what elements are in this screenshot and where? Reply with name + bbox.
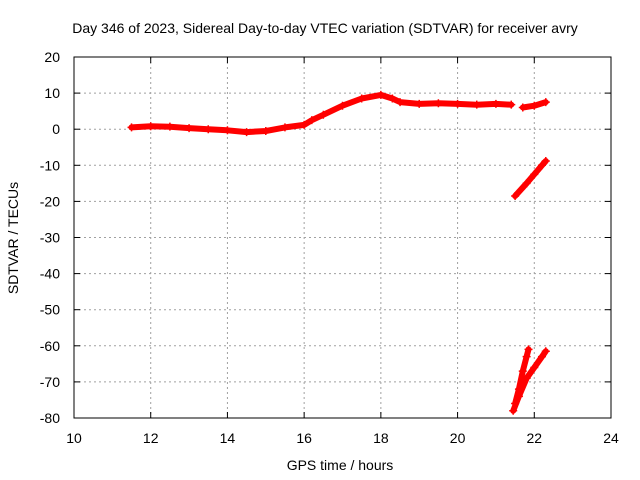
data-point [530, 363, 539, 372]
y-tick-label: -50 [40, 302, 60, 318]
data-point [518, 103, 527, 112]
data-point [165, 122, 174, 131]
data-point [146, 122, 155, 131]
data-point [511, 191, 520, 200]
y-axis-label: SDTVAR / TECUs [5, 182, 21, 294]
data-point [307, 116, 316, 125]
data-point [530, 170, 539, 179]
data-point [491, 99, 500, 108]
x-tick-label: 18 [373, 430, 389, 446]
data-point [537, 352, 546, 361]
y-tick-label: -70 [40, 374, 60, 390]
x-tick-label: 24 [603, 430, 619, 446]
data-point [541, 98, 550, 107]
series-late-arc-b [512, 158, 549, 199]
data-point [204, 125, 213, 134]
data-point [524, 345, 533, 354]
x-tick-label: 16 [296, 430, 312, 446]
data-point [280, 123, 289, 132]
y-tick-label: -40 [40, 266, 60, 282]
x-tick-label: 12 [143, 430, 159, 446]
data-point [541, 156, 550, 165]
data-point [376, 90, 385, 99]
data-point [185, 124, 194, 133]
x-tick-label: 10 [66, 430, 82, 446]
data-point [453, 99, 462, 108]
y-tick-label: -60 [40, 338, 60, 354]
x-tick-label: 22 [526, 430, 542, 446]
data-point [522, 352, 531, 361]
chart-title: Day 346 of 2023, Sidereal Day-to-day VTE… [72, 20, 578, 36]
data-point [434, 99, 443, 108]
data-point [357, 94, 366, 103]
x-tick-labels: 10 12 14 16 18 20 22 24 [66, 430, 619, 446]
data-point [319, 110, 328, 119]
y-tick-label: 0 [52, 121, 60, 137]
data-point [261, 127, 270, 136]
data-point [338, 101, 347, 110]
y-tick-label: -80 [40, 410, 60, 426]
data-point [541, 347, 550, 356]
data-point [522, 179, 531, 188]
data-point [518, 367, 527, 376]
y-tick-label: 10 [44, 85, 60, 101]
data-point [127, 123, 136, 132]
data-point [507, 100, 516, 109]
data-point [396, 98, 405, 107]
data-point [514, 385, 523, 394]
grid-lines [74, 57, 611, 418]
data-point [415, 99, 424, 108]
data-point [388, 94, 397, 103]
y-tick-labels: -80 -70 -60 -50 -40 -30 -20 -10 0 10 20 [40, 49, 60, 426]
data-point [300, 120, 309, 129]
x-tick-label: 20 [450, 430, 466, 446]
data-point [530, 101, 539, 110]
y-tick-label: -20 [40, 193, 60, 209]
axis-ticks [73, 56, 612, 419]
x-tick-label: 14 [220, 430, 236, 446]
data-point [472, 100, 481, 109]
data-point [537, 161, 546, 170]
data-series [127, 90, 550, 415]
data-point [511, 399, 520, 408]
y-tick-label: -10 [40, 157, 60, 173]
data-point [509, 406, 518, 415]
data-point [242, 128, 251, 137]
y-tick-label: -30 [40, 230, 60, 246]
data-point [223, 126, 232, 135]
x-axis-label: GPS time / hours [287, 457, 394, 473]
y-tick-label: 20 [44, 49, 60, 65]
